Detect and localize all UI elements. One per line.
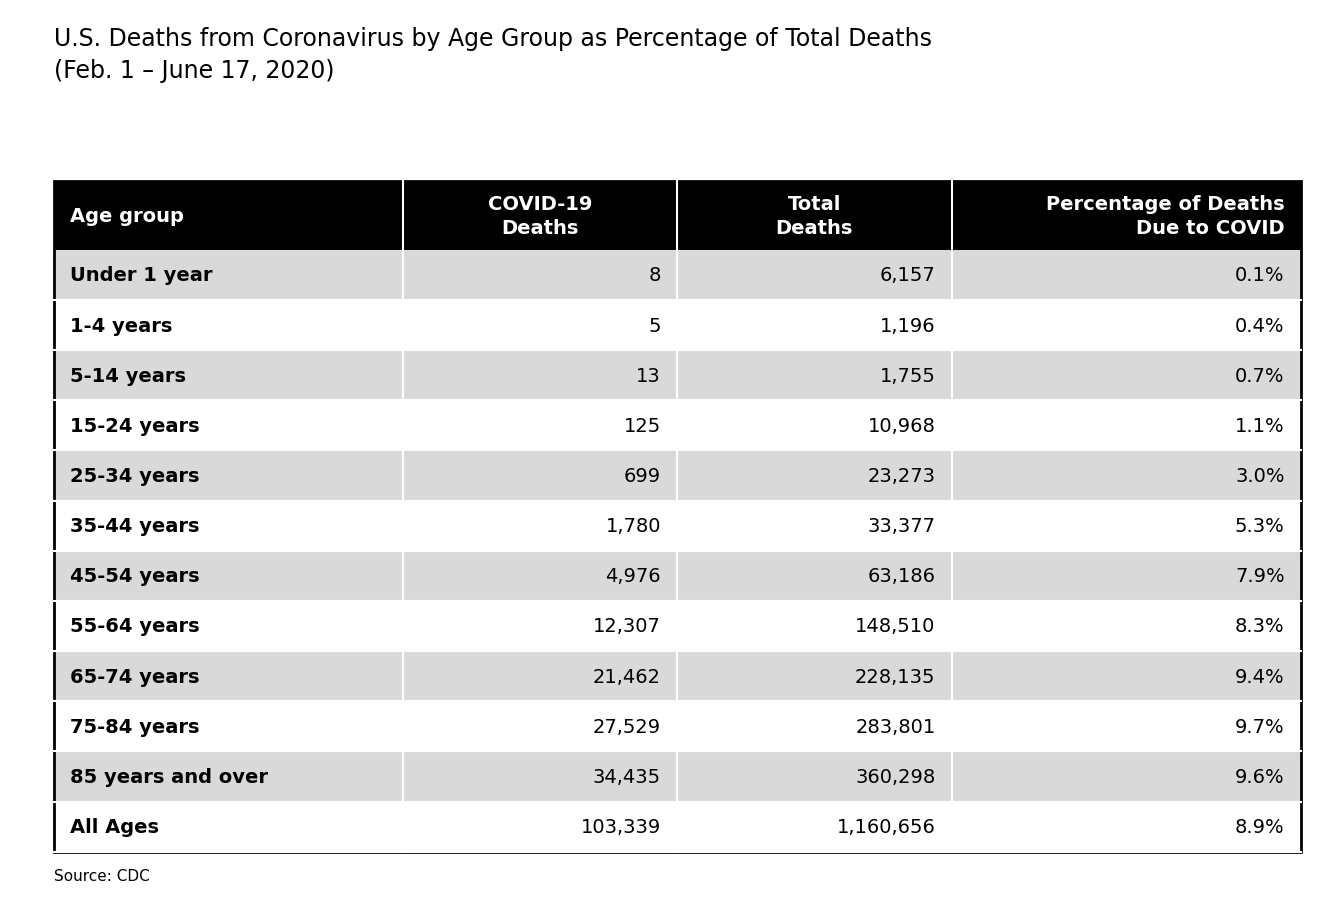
Text: 34,435: 34,435 <box>593 767 661 786</box>
Text: 1,780: 1,780 <box>606 517 661 536</box>
Text: 9.7%: 9.7% <box>1235 717 1285 736</box>
Text: COVID-19
Deaths: COVID-19 Deaths <box>488 195 593 238</box>
Text: 21,462: 21,462 <box>593 667 661 686</box>
Text: 360,298: 360,298 <box>856 767 936 786</box>
Text: U.S. Deaths from Coronavirus by Age Group as Percentage of Total Deaths
(Feb. 1 : U.S. Deaths from Coronavirus by Age Grou… <box>54 27 932 83</box>
Text: 8.9%: 8.9% <box>1235 817 1285 836</box>
Text: 125: 125 <box>624 416 661 435</box>
Text: 3.0%: 3.0% <box>1235 466 1285 486</box>
Text: 8.3%: 8.3% <box>1235 617 1285 636</box>
Text: Source: CDC: Source: CDC <box>54 868 149 883</box>
Text: 5-14 years: 5-14 years <box>70 366 186 385</box>
Text: Total
Deaths: Total Deaths <box>775 195 853 238</box>
Text: 7.9%: 7.9% <box>1235 567 1285 586</box>
Text: 0.4%: 0.4% <box>1235 316 1285 335</box>
Text: Percentage of Deaths
Due to COVID: Percentage of Deaths Due to COVID <box>1046 195 1285 238</box>
Text: Under 1 year: Under 1 year <box>70 266 212 285</box>
Text: 4,976: 4,976 <box>606 567 661 586</box>
Text: All Ages: All Ages <box>70 817 158 836</box>
Text: 10,968: 10,968 <box>868 416 936 435</box>
Text: 35-44 years: 35-44 years <box>70 517 200 536</box>
Text: 0.1%: 0.1% <box>1235 266 1285 285</box>
Text: 9.6%: 9.6% <box>1235 767 1285 786</box>
Text: 5.3%: 5.3% <box>1235 517 1285 536</box>
Text: 27,529: 27,529 <box>593 717 661 736</box>
Text: 103,339: 103,339 <box>581 817 661 836</box>
Text: 13: 13 <box>637 366 661 385</box>
Text: 25-34 years: 25-34 years <box>70 466 200 486</box>
Text: 1,160,656: 1,160,656 <box>837 817 936 836</box>
Text: 85 years and over: 85 years and over <box>70 767 268 786</box>
Text: 9.4%: 9.4% <box>1235 667 1285 686</box>
Text: 6,157: 6,157 <box>880 266 936 285</box>
Text: 1,755: 1,755 <box>880 366 936 385</box>
Text: 65-74 years: 65-74 years <box>70 667 200 686</box>
Text: 15-24 years: 15-24 years <box>70 416 200 435</box>
Text: 0.7%: 0.7% <box>1235 366 1285 385</box>
Text: 699: 699 <box>624 466 661 486</box>
Text: 12,307: 12,307 <box>593 617 661 636</box>
Text: 55-64 years: 55-64 years <box>70 617 200 636</box>
Text: 33,377: 33,377 <box>868 517 936 536</box>
Text: 1-4 years: 1-4 years <box>70 316 172 335</box>
Text: 63,186: 63,186 <box>868 567 936 586</box>
Text: 228,135: 228,135 <box>856 667 936 686</box>
Text: 283,801: 283,801 <box>856 717 936 736</box>
Text: 23,273: 23,273 <box>868 466 936 486</box>
Text: 1.1%: 1.1% <box>1235 416 1285 435</box>
Text: Age group: Age group <box>70 207 184 226</box>
Text: 8: 8 <box>649 266 661 285</box>
Text: 148,510: 148,510 <box>856 617 936 636</box>
Text: 1,196: 1,196 <box>880 316 936 335</box>
Text: 45-54 years: 45-54 years <box>70 567 200 586</box>
Text: 75-84 years: 75-84 years <box>70 717 200 736</box>
Text: 5: 5 <box>649 316 661 335</box>
